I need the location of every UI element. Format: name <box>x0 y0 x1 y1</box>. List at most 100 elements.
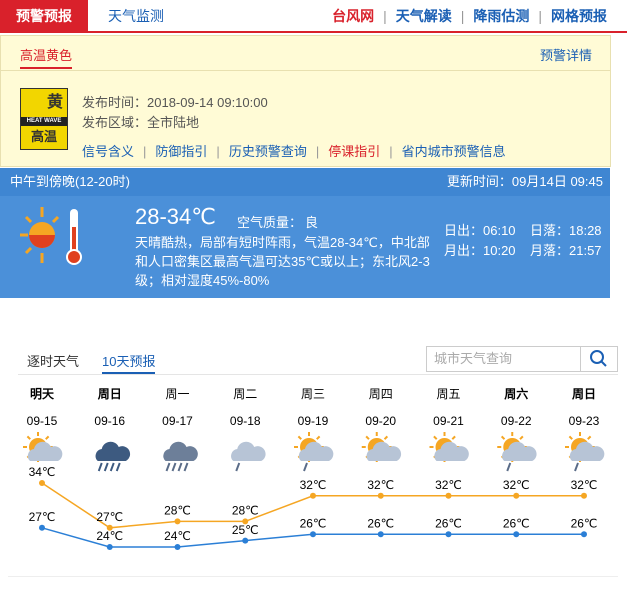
alert-detail[interactable]: 预警详情 <box>540 48 593 63</box>
temp-point <box>513 531 520 538</box>
date-label: 09-19 <box>298 414 329 428</box>
alert-time: 发布时间：2018-09-14 09:10:00 <box>82 95 268 110</box>
rain <box>171 462 177 472</box>
temp-point <box>174 518 181 525</box>
alert-panel <box>0 35 611 167</box>
date-label: 09-22 <box>501 414 532 428</box>
icon-cn: 高温 <box>30 129 57 144</box>
rain <box>303 462 308 472</box>
cloud <box>502 441 537 461</box>
aq: 良 <box>305 215 319 230</box>
rain <box>235 462 241 472</box>
forecast-panel <box>8 338 618 577</box>
sun-ray <box>297 435 302 440</box>
alert-link[interactable]: 停课指引 <box>328 144 381 159</box>
search-box[interactable] <box>426 346 618 372</box>
rain <box>103 462 109 472</box>
temp-label: 32℃ <box>571 478 598 492</box>
temp-point <box>106 524 113 531</box>
sunrise: 日出：06:10 <box>444 223 516 238</box>
tab[interactable]: 逐时天气 <box>27 354 80 369</box>
weather-icon <box>497 432 537 472</box>
separator: | <box>383 8 387 24</box>
rain <box>97 462 103 472</box>
cloud <box>95 441 131 461</box>
alert-link[interactable]: 信号含义 <box>82 144 135 159</box>
sun-ray <box>568 435 573 440</box>
moonrise: 月出：10:20 <box>444 243 516 258</box>
cloud <box>569 441 605 461</box>
temp-label: 26℃ <box>503 516 530 530</box>
cloud <box>231 441 266 461</box>
moonset: 月落：21:57 <box>530 243 602 258</box>
nav-links: 台风网 | 天气解读 | 降雨估测 | 网格预报 <box>332 0 607 33</box>
temp-label: 26℃ <box>435 516 462 530</box>
day-name: 周三 <box>301 387 325 401</box>
desc: 天晴酷热，局部有短时阵雨，气温28-34℃，中北部和人口密集区最高气温可达35℃… <box>135 235 430 288</box>
rain <box>506 462 512 472</box>
rain <box>177 462 183 472</box>
nav-link[interactable]: 网格预报 <box>551 8 607 24</box>
temp-point <box>106 544 113 550</box>
temp-point <box>242 518 249 525</box>
temp-point <box>174 544 181 550</box>
nav-link[interactable]: 台风网 <box>332 8 375 24</box>
cloud <box>434 441 469 461</box>
period: 中午到傍晚(12-20时) <box>10 174 130 189</box>
tab-active[interactable]: 10天预报 <box>102 352 156 374</box>
nav-tab[interactable]: 天气监测 <box>108 8 164 24</box>
sun-thermo-icon <box>20 207 82 265</box>
weather-icon <box>565 432 605 472</box>
temp-label: 28℃ <box>232 504 259 518</box>
date-label: 09-20 <box>365 414 396 428</box>
sun-ray <box>587 435 592 440</box>
sun-ray <box>519 435 524 440</box>
divider <box>1 70 610 71</box>
weather-icon <box>95 441 131 472</box>
day-name: 周一 <box>165 387 189 401</box>
weather-icon <box>163 441 198 472</box>
nav-link[interactable]: 天气解读 <box>395 8 452 24</box>
search-placeholder: 城市天气查询 <box>434 351 513 366</box>
tabs-line <box>18 374 618 375</box>
temp-point <box>377 531 384 538</box>
weather-icon <box>294 432 334 472</box>
temp-label: 24℃ <box>164 529 191 543</box>
alert-link[interactable]: 防御指引 <box>155 144 208 159</box>
rain <box>574 462 579 472</box>
date-label: 09-17 <box>162 414 193 428</box>
current-header <box>0 168 610 196</box>
cloud <box>163 441 198 461</box>
rain <box>109 462 115 472</box>
temp-label: 26℃ <box>571 516 598 530</box>
nav-link[interactable]: 降雨估测 <box>473 8 530 24</box>
day-name: 周四 <box>369 387 393 401</box>
cloud <box>366 441 402 461</box>
sun-ray <box>365 435 370 440</box>
temp-point <box>445 492 452 499</box>
temp-label: 27℃ <box>96 510 123 524</box>
day-name: 周六 <box>504 386 528 401</box>
sunset: 日落：18:28 <box>530 223 602 238</box>
temp-label: 32℃ <box>367 478 394 492</box>
temp-point <box>445 531 452 538</box>
day-name: 周二 <box>233 387 257 401</box>
weather-icon <box>429 432 469 462</box>
date-label: 09-16 <box>94 414 125 428</box>
temp-point <box>581 531 587 538</box>
aq-label: 空气质量： <box>237 215 303 230</box>
alert-link[interactable]: 省内城市预警信息 <box>401 144 506 159</box>
nav-active[interactable]: 预警预报 <box>0 0 88 33</box>
temp-point <box>377 492 384 499</box>
sun-ray <box>433 435 438 440</box>
day-name: 周日 <box>572 387 596 401</box>
weather-icon <box>231 441 266 472</box>
separator: | <box>315 144 320 159</box>
alert-tab[interactable]: 高温黄色 <box>20 45 73 69</box>
separator: | <box>143 144 147 159</box>
temp-label: 34℃ <box>29 465 56 479</box>
search-icon[interactable] <box>580 347 617 371</box>
alert-link[interactable]: 历史预警查询 <box>228 144 307 159</box>
day-name: 明天 <box>30 387 55 401</box>
temp-label: 24℃ <box>96 529 123 543</box>
